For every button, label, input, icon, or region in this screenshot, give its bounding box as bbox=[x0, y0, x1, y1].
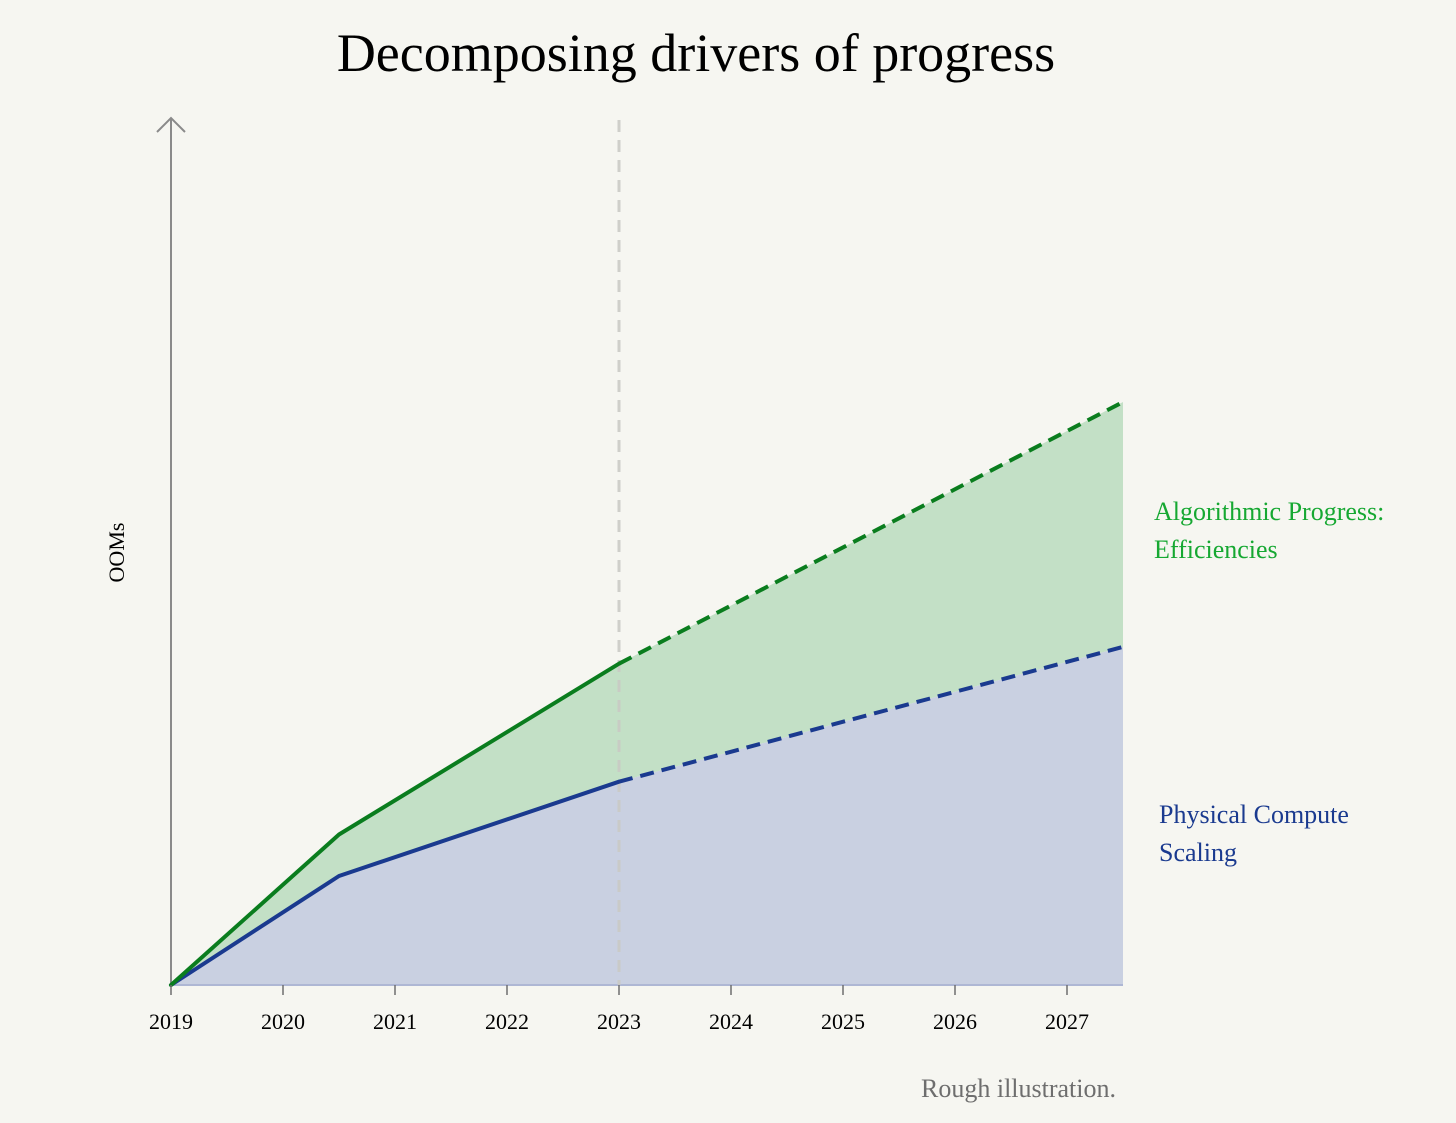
y-axis-arrow-icon bbox=[156, 116, 186, 133]
algorithmic-progress-label-line-2: Efficiencies bbox=[1154, 535, 1278, 564]
algorithmic-progress-actual-line bbox=[169, 661, 621, 987]
algorithmic-progress-label: Algorithmic Progress: Efficiencies bbox=[1154, 493, 1384, 569]
chart-caption: Rough illustration. bbox=[921, 1074, 1116, 1103]
physical-compute-label: Physical Compute Scaling bbox=[1159, 796, 1349, 872]
x-tick-label-2026: 2026 bbox=[933, 1009, 977, 1034]
physical-compute-label-line-2: Scaling bbox=[1159, 838, 1237, 867]
physical-compute-label-line-1: Physical Compute bbox=[1159, 800, 1349, 829]
x-tick-label-2024: 2024 bbox=[709, 1009, 753, 1034]
x-tick-label-2020: 2020 bbox=[261, 1009, 305, 1034]
physical-compute-actual-line bbox=[169, 779, 621, 987]
algorithmic-progress-area bbox=[171, 402, 1123, 985]
y-axis-label: OOMs bbox=[104, 523, 129, 583]
algorithmic-progress-label-line-1: Algorithmic Progress: bbox=[1154, 497, 1385, 526]
x-tick-label-2022: 2022 bbox=[485, 1009, 529, 1034]
x-tick-label-2019: 2019 bbox=[149, 1009, 193, 1034]
x-tick-label-2025: 2025 bbox=[821, 1009, 865, 1034]
algorithmic-progress-projected-line bbox=[618, 400, 1124, 666]
x-tick-label-2027: 2027 bbox=[1045, 1009, 1089, 1034]
chart-title: Decomposing drivers of progress bbox=[336, 23, 1056, 83]
x-tick-label-2021: 2021 bbox=[373, 1009, 417, 1034]
x-tick-label-2023: 2023 bbox=[597, 1009, 641, 1034]
physical-compute-area bbox=[171, 646, 1123, 985]
